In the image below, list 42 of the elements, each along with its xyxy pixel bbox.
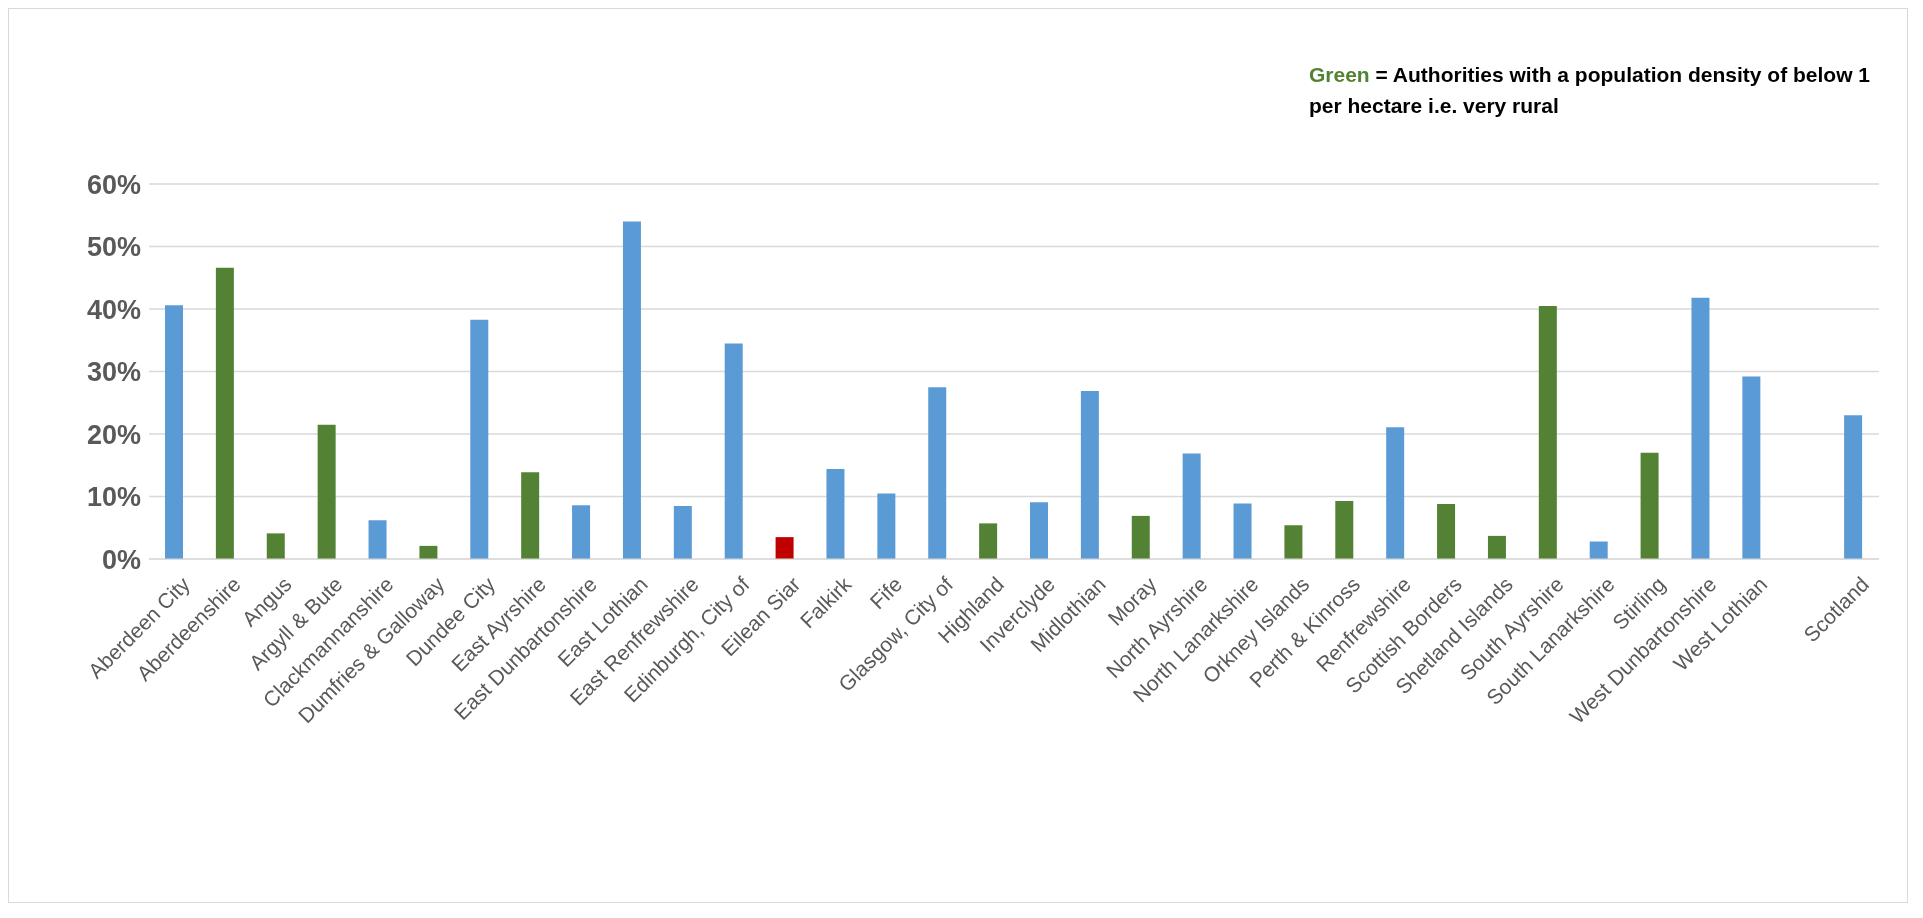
bar — [928, 387, 947, 559]
bar — [1182, 453, 1201, 559]
bar — [1487, 535, 1506, 559]
bar — [1233, 503, 1252, 559]
bar — [521, 472, 540, 559]
bar — [572, 505, 591, 559]
bar — [1640, 452, 1659, 559]
bar — [673, 505, 692, 559]
bar — [877, 493, 896, 559]
bar — [1131, 515, 1150, 559]
bar — [470, 319, 489, 559]
y-tick-label: 60% — [86, 169, 141, 200]
bar — [317, 424, 336, 559]
bar — [368, 520, 387, 559]
y-tick-label: 0% — [101, 544, 141, 575]
bar — [1742, 376, 1761, 559]
bar — [1386, 427, 1405, 559]
bar — [165, 305, 183, 559]
y-tick-label: 30% — [86, 357, 141, 388]
bar — [979, 523, 998, 559]
x-tick-label: Fife — [865, 572, 907, 614]
bar — [1437, 504, 1456, 559]
y-tick-label: 50% — [86, 232, 141, 263]
bar — [1030, 502, 1048, 559]
y-tick-label: 10% — [86, 482, 141, 513]
bar — [775, 537, 794, 559]
bar — [724, 343, 743, 559]
bar — [1844, 415, 1863, 559]
bar — [215, 267, 234, 559]
bar — [1080, 390, 1099, 559]
bar — [266, 533, 285, 559]
bar — [1538, 305, 1557, 559]
y-tick-label: 20% — [86, 419, 141, 450]
bar — [1589, 541, 1608, 559]
y-tick-label: 40% — [86, 294, 141, 325]
bar — [1335, 500, 1354, 559]
bar — [1284, 525, 1303, 559]
text: Green = Authorities with a population density of below 1 per hectare i.e. very rural — [1309, 62, 1872, 119]
bar — [1691, 297, 1710, 559]
bar — [826, 469, 845, 559]
bar — [622, 221, 641, 559]
bar — [419, 545, 438, 559]
